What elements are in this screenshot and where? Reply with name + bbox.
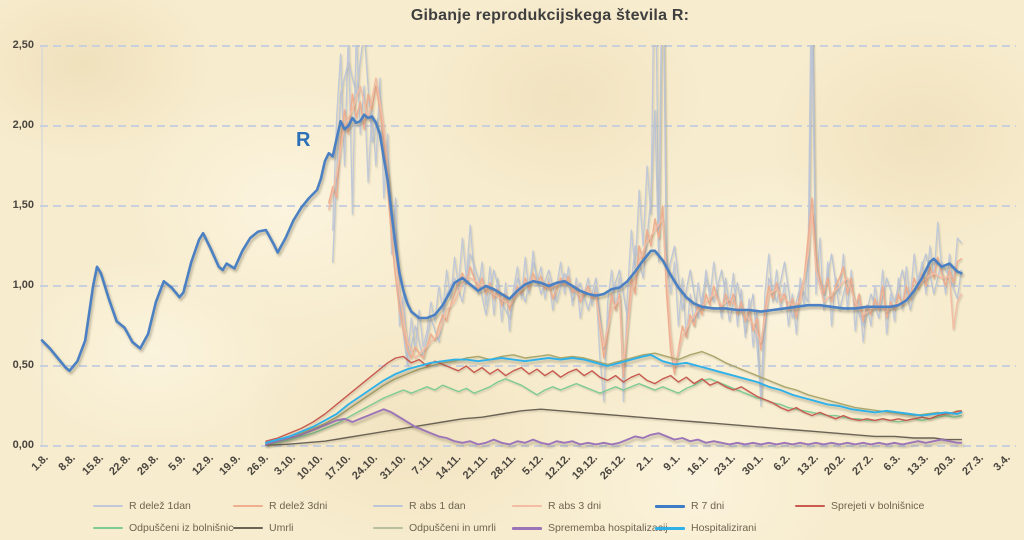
legend-item-r-delez-3dni: R delež 3dni [233, 499, 327, 513]
legend-item-odpusceni-in-umrli: Odpuščeni in umrli [373, 521, 496, 535]
legend-marker-r-7-dni [655, 504, 685, 508]
y-tick-label: 2,50 [12, 39, 34, 51]
legend-label: Sprejeti v bolnišnice [831, 500, 925, 512]
legend-label: Hospitalizirani [691, 522, 757, 534]
legend-label: Sprememba hospitalizacij [548, 522, 668, 534]
series-line-r-delez-3dni [328, 85, 963, 378]
series-line-odpusceni-in-umrli [265, 350, 962, 444]
legend-item-r-7-dni: R 7 dni [655, 499, 724, 513]
y-tick-label: 1,50 [12, 199, 34, 211]
legend-marker-r-delez-1dan [93, 505, 123, 507]
legend-label: Odpuščeni iz bolnišnic [129, 522, 234, 534]
legend-item-hospitalizirani: Hospitalizirani [655, 521, 756, 535]
legend-marker-hospitalizirani [655, 526, 685, 530]
legend-marker-odpusceni-in-umrli [373, 527, 403, 529]
legend-marker-umrli [233, 527, 263, 529]
y-tick-label: 1,00 [12, 279, 34, 291]
legend-marker-r-abs-1-dan [373, 505, 403, 507]
legend-label: R 7 dni [691, 500, 725, 512]
series-line-r-7-dni [40, 113, 963, 373]
legend-item-r-abs-3-dni: R abs 3 dni [512, 499, 601, 513]
legend-label: R abs 3 dni [548, 500, 602, 512]
legend-label: Odpuščeni in umrli [409, 522, 496, 534]
legend-label: R delež 3dni [269, 500, 328, 512]
legend-label: R abs 1 dan [409, 500, 466, 512]
legend-label: R delež 1dan [129, 500, 191, 512]
series-line-hospitalizirani [264, 353, 963, 444]
legend-item-r-abs-1-dan: R abs 1 dan [373, 499, 466, 513]
y-tick-label: 2,00 [12, 119, 34, 131]
legend-item-odpusceni-iz-bolnisnic: Odpuščeni iz bolnišnic [93, 521, 233, 535]
r-annotation-label: R [296, 129, 311, 151]
legend-label: Umrli [269, 522, 294, 534]
legend-marker-sprejeti-v-bolnisnice [795, 505, 825, 507]
chart-title: Gibanje reprodukcijskega števila R: [410, 7, 690, 24]
legend-marker-odpusceni-iz-bolnisnic [93, 527, 123, 529]
series-line-r-delez-1dan [332, 45, 962, 407]
series-line-umrli [265, 408, 962, 446]
legend-item-umrli: Umrli [233, 521, 294, 535]
series-line-r-abs-3-dni [328, 77, 963, 367]
legend-marker-r-abs-3-dni [512, 505, 542, 507]
series-line-sprememba-hospitalizacij [264, 408, 963, 446]
legend-item-sprememba-hospitalizacij: Sprememba hospitalizacij [512, 521, 668, 535]
y-tick-label: 0,00 [12, 439, 34, 451]
y-tick-label: 0,50 [12, 359, 34, 371]
series-line-sprejeti-v-bolnisnice [265, 355, 962, 442]
legend-marker-sprememba-hospitalizacij [512, 526, 542, 530]
legend-item-r-delez-1dan: R delež 1dan [93, 499, 191, 513]
series-line-r-abs-1-dan [332, 45, 962, 399]
legend-marker-r-delez-3dni [233, 505, 263, 507]
legend-item-sprejeti-v-bolnisnice: Sprejeti v bolnišnice [795, 499, 924, 513]
